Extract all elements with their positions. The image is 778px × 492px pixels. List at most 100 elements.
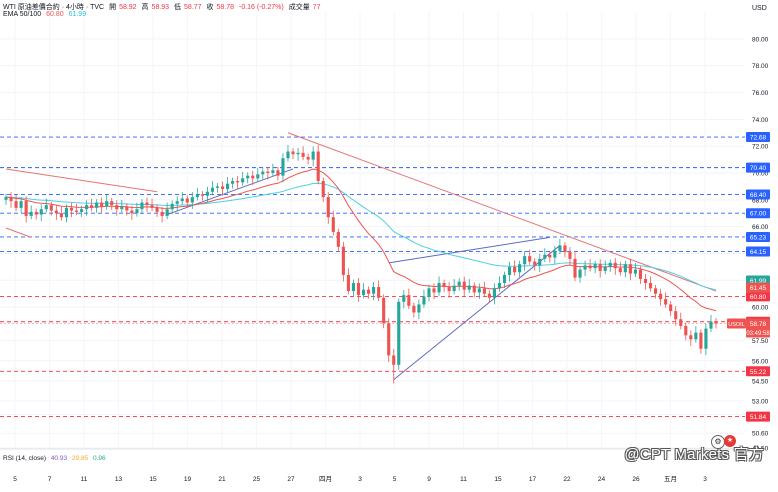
candle-body	[110, 201, 114, 206]
price-badge	[746, 282, 770, 293]
candle-body	[205, 191, 209, 196]
x-tick-label: 9	[427, 476, 431, 483]
candle-body	[427, 288, 431, 297]
y-tick-label: 60.00	[752, 305, 769, 312]
candle-body	[210, 187, 215, 192]
x-tick-label: 五月	[664, 475, 677, 483]
price-badge-label: 61.99	[750, 278, 767, 285]
candle-body	[563, 245, 567, 253]
currency-label: USD	[752, 5, 767, 12]
candle-body	[281, 158, 285, 176]
candle-body	[85, 205, 89, 210]
candle-body	[296, 152, 300, 155]
candle-body	[4, 197, 8, 200]
high-value: 58.93	[151, 4, 170, 11]
candle-body	[669, 304, 673, 312]
symbol-title: WTI 原油差價合約 · 4小時 · TVC	[3, 4, 105, 11]
level-badge	[746, 231, 770, 242]
x-tick-label: 3	[703, 476, 707, 483]
candle-body	[492, 288, 497, 298]
candle-body	[29, 211, 33, 216]
change-value: -0.16 (-0.27%)	[239, 4, 284, 11]
candle-body	[372, 287, 376, 294]
candle-body	[326, 197, 330, 218]
candle-body	[638, 269, 643, 279]
level-badge	[746, 411, 770, 422]
candle-body	[165, 209, 169, 216]
candle-body	[64, 207, 68, 218]
candle-body	[472, 285, 476, 293]
level-badge	[746, 189, 770, 200]
candle-body	[558, 245, 562, 251]
candle-body	[256, 174, 260, 179]
level-badge-label: 72.68	[750, 135, 767, 142]
candle-body	[533, 261, 537, 266]
x-tick-label: 四月	[319, 475, 332, 483]
ema-header: EMA 50/100 60.80 61.99	[3, 11, 89, 18]
level-badge	[746, 291, 770, 302]
level-badge-label: 70.40	[750, 165, 767, 172]
short-trendline-left	[5, 227, 32, 238]
candle-body	[684, 325, 688, 336]
low-value: 58.77	[184, 4, 202, 11]
rsi-value-2: 29.85	[71, 455, 89, 462]
candle-body	[286, 151, 290, 159]
y-tick-label: 72.00	[752, 144, 769, 151]
countdown-label: 03:49:58	[746, 331, 770, 337]
candle-body	[356, 282, 361, 296]
channel-lower-line	[393, 245, 561, 380]
y-tick-label: 74.00	[752, 117, 769, 124]
x-tick-label: 11	[81, 476, 88, 483]
candle-body	[311, 151, 315, 160]
candle-body	[377, 287, 381, 298]
candle-body	[608, 262, 612, 267]
level-badge	[746, 162, 770, 173]
candle-body	[100, 202, 104, 207]
high-label: 高	[141, 4, 149, 11]
candle-body	[643, 278, 648, 283]
ema-100-line	[5, 182, 717, 291]
rsi-header: RSI (14, close) 40.93 29.85 0.96	[3, 455, 109, 462]
candle-body	[613, 262, 617, 269]
candle-body	[709, 321, 713, 329]
candle-body	[402, 295, 406, 302]
level-badge	[746, 208, 770, 219]
candle-body	[145, 202, 149, 206]
candle-body	[276, 170, 280, 176]
low-label: 低	[174, 4, 182, 11]
open-label: 開	[109, 4, 117, 11]
candle-body	[316, 151, 320, 182]
candle-body	[659, 293, 663, 300]
y-tick-label: 53.00	[752, 399, 769, 406]
candle-body	[462, 281, 466, 290]
candle-body	[59, 213, 63, 218]
candle-body	[704, 328, 708, 349]
candle-body	[236, 181, 240, 183]
y-tick-label: 50.60	[752, 431, 769, 438]
candle-body	[105, 201, 109, 207]
candle-body	[200, 194, 204, 196]
candle-body	[54, 210, 58, 214]
ema-fast-value: 60.80	[46, 11, 64, 18]
candle-body	[679, 319, 683, 326]
candle-body	[664, 299, 668, 305]
candle-body	[291, 151, 295, 155]
candle-body	[336, 232, 340, 247]
candle-body	[135, 209, 139, 214]
x-tick-label: 17	[529, 476, 537, 483]
candle-body	[523, 256, 527, 265]
candle-body	[261, 171, 265, 175]
candle-body	[573, 258, 577, 278]
flag-icon: ★	[724, 435, 736, 447]
candle-body	[246, 175, 250, 179]
candle-body	[477, 288, 481, 293]
candle-body	[180, 198, 184, 202]
y-tick-label: 76.00	[752, 90, 769, 97]
y-tick-label: 78.00	[752, 63, 769, 70]
rsi-value-3: 0.96	[93, 455, 106, 462]
candle-body	[648, 282, 653, 289]
candle-body	[387, 323, 391, 356]
candle-body	[150, 205, 154, 208]
